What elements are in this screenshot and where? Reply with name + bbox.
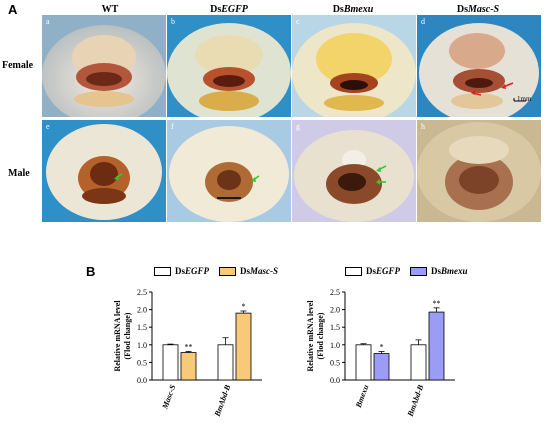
bar — [162, 344, 179, 381]
sublabel-c: c — [296, 17, 300, 26]
chart1-legend: DsEGFP DsMasc-S — [154, 266, 278, 276]
category-label: Masc-S — [160, 383, 178, 411]
bar — [428, 311, 445, 381]
y-axis-label-2: (Flod change) — [123, 312, 132, 359]
chart-bmexu-plot: 0.0 0.5 1.0 1.5 2.0 2.5 Relative mRNA level (Fl… — [306, 288, 455, 419]
panel-a-label: A — [8, 2, 18, 17]
row-label-male: Male — [8, 168, 30, 179]
significance-label: ** — [185, 342, 193, 351]
photo-female-wt: a — [42, 15, 166, 117]
y-tick-label: 2.0 — [330, 306, 340, 315]
significance-label: * — [380, 342, 384, 351]
legend-swatch-bmexu — [410, 266, 428, 276]
sublabel-h: h — [421, 122, 425, 131]
legend-label-masc-s: DsMasc-S — [240, 266, 279, 276]
bar — [217, 344, 234, 381]
sublabel-g: g — [296, 122, 300, 131]
sublabel-b: b — [171, 17, 175, 26]
bar — [180, 352, 197, 381]
category-label: BmAbd-B — [212, 383, 232, 419]
bar — [410, 344, 427, 381]
chart-bmexu: 0.0 0.5 1.0 1.5 2.0 2.5 Relative mRNA level (Fl… — [305, 280, 485, 440]
bar — [355, 344, 372, 381]
bar — [373, 353, 390, 381]
significance-label: * — [242, 302, 246, 311]
y-tick-label: 1.0 — [137, 341, 147, 350]
legend-swatch-masc-s — [219, 266, 237, 276]
legend-swatch-egfp — [154, 266, 171, 276]
sublabel-f: f — [171, 122, 174, 131]
column-header-dsbmexu: DsBmexu — [332, 4, 374, 15]
legend-swatch-egfp-2 — [345, 266, 362, 276]
chart-masc-s-plot: 0.0 0.5 1.0 1.5 2.0 2.5 Relative mRNA level (Fl… — [113, 288, 262, 419]
photo-female-dsmasc-s: d 1mm — [417, 15, 541, 117]
photo-female-dsegfp: b — [167, 15, 291, 117]
y-tick-label: 2.0 — [137, 306, 147, 315]
y-tick-label: 2.5 — [137, 288, 147, 297]
significance-label: ** — [433, 299, 441, 308]
y-tick-label: 0.0 — [330, 376, 340, 385]
column-header-wt: WT — [101, 4, 119, 15]
y-tick-label: 1.0 — [330, 341, 340, 350]
photo-male-dsmasc-s: h — [417, 120, 541, 222]
sublabel-a: a — [46, 17, 50, 26]
sublabel-d: d — [421, 17, 425, 26]
y-tick-label: 2.5 — [330, 288, 340, 297]
y-tick-label: 1.5 — [137, 323, 147, 332]
y-tick-label: 1.5 — [330, 323, 340, 332]
legend-label-egfp-2: DsEGFP — [366, 266, 401, 276]
category-label: Bmexu — [354, 383, 371, 410]
y-axis-label: Relative mRNA level — [113, 300, 122, 372]
column-header-dsegfp: DsEGFP — [210, 4, 248, 15]
y-axis-label: Relative mRNA level — [306, 300, 315, 372]
column-header-dsmasc-s: DsMasc-S — [456, 4, 500, 15]
row-label-female: Female — [2, 60, 34, 71]
bar — [235, 312, 252, 381]
photo-male-dsbmexu: g — [292, 120, 416, 222]
legend-label-egfp: DsEGFP — [175, 266, 210, 276]
photo-male-wt: e — [42, 120, 166, 222]
y-tick-label: 0.5 — [137, 358, 147, 367]
y-axis-label-2: (Flod change) — [316, 312, 325, 359]
y-tick-label: 0.0 — [137, 376, 147, 385]
legend-label-bmexu: DsBmexu — [431, 266, 468, 276]
chart-masc-s: 0.0 0.5 1.0 1.5 2.0 2.5 Relative mRNA level (Fl… — [112, 280, 292, 440]
y-tick-label: 0.5 — [330, 358, 340, 367]
category-label: BmAbd-B — [405, 383, 425, 419]
scale-bar-label: 1mm — [517, 95, 532, 103]
sublabel-e: e — [46, 122, 50, 131]
photo-male-dsegfp: f — [167, 120, 291, 222]
chart2-legend: DsEGFP DsBmexu — [345, 266, 468, 276]
panel-b-label: B — [86, 264, 96, 279]
photo-female-dsbmexu: c — [292, 15, 416, 117]
